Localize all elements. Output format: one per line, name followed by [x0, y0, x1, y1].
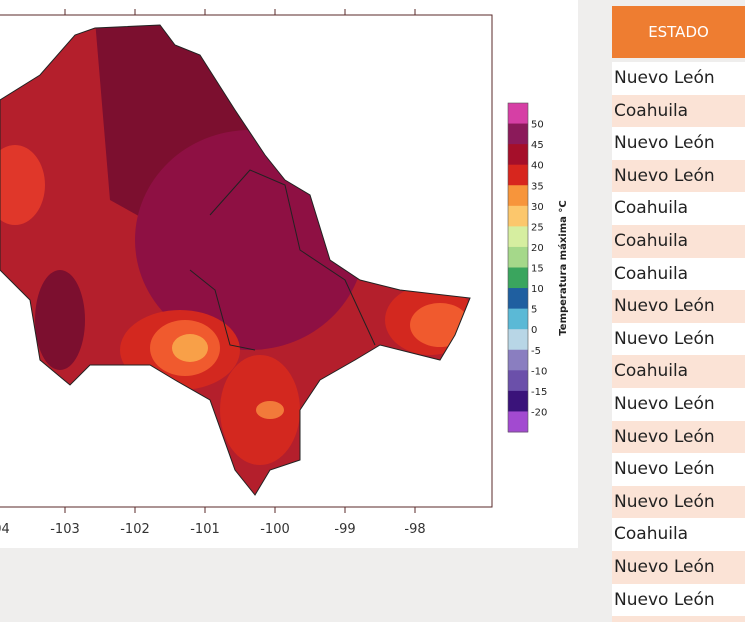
colorbar-swatch	[508, 185, 528, 207]
region-outline	[0, 24, 471, 496]
colorbar-swatch	[508, 246, 528, 268]
colorbar-swatch	[508, 164, 528, 186]
table-cell: Nuevo León	[612, 322, 745, 356]
table-cell: Nuevo León	[612, 485, 745, 519]
x-tick-label: -100	[260, 522, 290, 537]
state-border	[189, 269, 256, 351]
colorbar-swatch	[508, 329, 528, 351]
colorbar-label: 20	[531, 243, 544, 254]
table-cell: Nuevo León	[612, 453, 745, 486]
colorbar-swatch	[508, 103, 528, 125]
table-cell: Coahuila	[612, 94, 745, 128]
colorbar-swatch	[508, 370, 528, 392]
colorbar-label: 40	[531, 161, 544, 172]
colorbar: 50454035302520151050-5-10-15-20Temperatu…	[507, 102, 569, 433]
table-cell: Coahuila	[612, 518, 745, 551]
colorbar-label: 35	[531, 181, 544, 192]
colorbar-swatch	[508, 144, 528, 166]
colorbar-label: 10	[531, 284, 544, 295]
table-header: ESTADO	[612, 6, 745, 58]
table-cell: Nuevo León	[612, 159, 745, 193]
colorbar-swatch	[508, 267, 528, 289]
x-tick-label: -98	[404, 522, 425, 537]
colorbar-swatch	[508, 411, 528, 433]
colorbar-label: 0	[531, 325, 537, 336]
colorbar-label: 15	[531, 264, 544, 275]
temperature-field	[0, 25, 470, 495]
colorbar-label: -10	[531, 366, 547, 377]
colorbar-label: -15	[531, 387, 547, 398]
map-panel: 50 45 40 35 30 25 20 15 10 5 0 -5 -10 -15 -20 Temperatu…	[0, 0, 578, 548]
x-tick-label: -99	[334, 522, 355, 537]
colorbar-label: -5	[531, 346, 541, 357]
colorbar-swatch	[508, 349, 528, 371]
map-frame	[0, 14, 493, 508]
x-tick-label: -101	[190, 522, 220, 537]
table-body: Nuevo León Coahuila Nuevo León Nuevo León Co…	[612, 62, 745, 622]
colorbar-title: Temperatura máxima °C	[557, 200, 569, 335]
colorbar-swatch	[508, 226, 528, 248]
table-cell: Coahuila	[612, 224, 745, 258]
table-cell: Nuevo León	[612, 290, 745, 323]
x-tick-label: -104	[0, 522, 10, 537]
colorbar-swatch	[508, 390, 528, 412]
colorbar-swatch	[508, 308, 528, 330]
table-cell: Nuevo León	[612, 62, 745, 95]
x-tick-label: -103	[50, 522, 80, 537]
table-cell: Nuevo León	[612, 583, 745, 617]
table-cell: Coahuila	[612, 616, 745, 622]
x-tick-label: -102	[120, 522, 150, 537]
colorbar-frame	[507, 102, 529, 433]
state-border	[209, 169, 376, 346]
colorbar-label: -20	[531, 407, 547, 418]
table-cell: Nuevo León	[612, 127, 745, 160]
table-cell: Nuevo León	[612, 420, 745, 454]
colorbar-swatch	[508, 288, 528, 310]
colorbar-label: 5	[531, 305, 537, 316]
table-cell: Nuevo León	[612, 550, 745, 584]
colorbar-swatch	[508, 123, 528, 145]
colorbar-label: 30	[531, 202, 544, 213]
colorbar-label: 25	[531, 222, 544, 233]
colorbar-label: 50	[531, 120, 544, 131]
table-cell: Coahuila	[612, 355, 745, 388]
colorbar-swatch	[508, 205, 528, 227]
table-cell: Coahuila	[612, 192, 745, 225]
map: 50454035302520151050-5-10-15-20Temperatu…	[0, 9, 569, 537]
table: ESTADO Nuevo León Coahuila Nuevo León Nuevo…	[612, 6, 745, 622]
table-cell: Coahuila	[612, 257, 745, 291]
table-cell: Nuevo León	[612, 387, 745, 421]
colorbar-label: 45	[531, 140, 544, 151]
